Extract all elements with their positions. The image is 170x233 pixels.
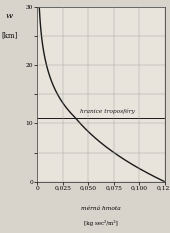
Text: [kg sec²/m²]: [kg sec²/m²] [84, 220, 118, 226]
Text: [km]: [km] [1, 31, 18, 39]
Text: mérná hmota: mérná hmota [81, 206, 121, 211]
Text: w: w [6, 12, 13, 20]
Text: hranice troposféry: hranice troposféry [80, 109, 135, 114]
